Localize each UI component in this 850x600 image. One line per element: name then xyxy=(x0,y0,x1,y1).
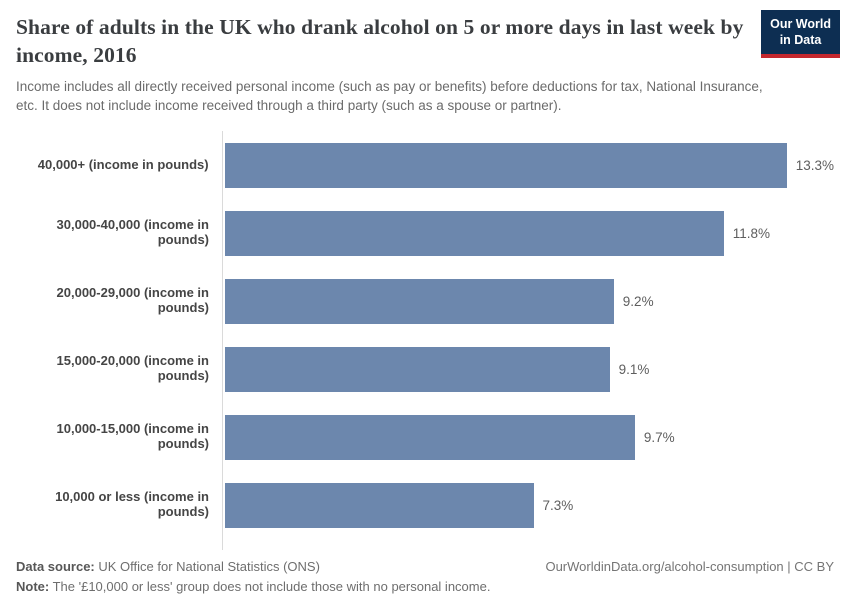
category-label: 10,000-15,000 (income in pounds) xyxy=(56,421,209,452)
category-label: 20,000-29,000 (income in pounds) xyxy=(56,285,209,316)
bar-chart: 40,000+ (income in pounds) 13.3% 30,000-40… xyxy=(16,131,834,551)
note-value: The '£10,000 or less' group does not inc… xyxy=(49,579,491,595)
data-source-label: Data source: xyxy=(16,559,95,575)
bar[interactable] xyxy=(225,482,534,528)
bar[interactable] xyxy=(224,142,787,188)
bar-row: 15,000-20,000 (income in pounds) 9.1% xyxy=(16,335,834,404)
bar-cell: 9.7% xyxy=(222,403,834,472)
data-source: Data source: UK Office for National Stat… xyxy=(16,557,320,577)
chart-footer: Data source: UK Office for National Stat… xyxy=(16,557,834,597)
category-label: 10,000 or less (income in pounds) xyxy=(55,489,209,520)
owid-logo-line1: Our World xyxy=(770,17,831,31)
bar[interactable] xyxy=(225,414,635,460)
bar-cell: 9.1% xyxy=(222,335,834,404)
bar-row: 10,000-15,000 (income in pounds) 9.7% xyxy=(16,403,834,472)
category-label: 15,000-20,000 (income in pounds) xyxy=(56,353,209,384)
bar-row: 10,000 or less (income in pounds) 7.3% xyxy=(16,471,834,540)
data-source-value: UK Office for National Statistics (ONS) xyxy=(94,559,320,575)
owid-url-link[interactable]: OurWorldinData.org/alcohol-consumption |… xyxy=(545,559,834,575)
chart-subtitle: Income includes all directly received pe… xyxy=(16,79,763,113)
chart-header: Share of adults in the UK who drank alco… xyxy=(16,10,840,115)
axis-line xyxy=(222,539,834,551)
axis-extension xyxy=(16,539,834,551)
chart-note: Note: The '£10,000 or less' group does n… xyxy=(16,577,834,597)
bar-row: 20,000-29,000 (income in pounds) 9.2% xyxy=(16,267,834,336)
value-label: 13.3% xyxy=(795,157,834,173)
value-label: 9.7% xyxy=(643,429,675,445)
value-label: 7.3% xyxy=(542,497,574,513)
chart-title: Share of adults in the UK who drank alco… xyxy=(16,15,744,67)
owid-logo[interactable]: Our World in Data xyxy=(761,10,840,59)
bar-cell: 7.3% xyxy=(222,471,834,540)
bar[interactable] xyxy=(225,278,614,324)
value-label: 11.8% xyxy=(732,225,770,241)
bar-row: 30,000-40,000 (income in pounds) 11.8% xyxy=(16,199,834,268)
bar-cell: 9.2% xyxy=(222,267,834,336)
bar[interactable] xyxy=(225,346,610,392)
bar-cell: 13.3% xyxy=(221,131,834,200)
owid-logo-line2: in Data xyxy=(779,32,822,47)
category-label: 40,000+ (income in pounds) xyxy=(37,156,209,172)
value-label: 9.1% xyxy=(618,361,650,377)
bar[interactable] xyxy=(225,210,724,256)
note-label: Note: xyxy=(16,579,50,595)
bar-row: 40,000+ (income in pounds) 13.3% xyxy=(16,131,834,200)
value-label: 9.2% xyxy=(622,293,654,309)
chart-rows: 40,000+ (income in pounds) 13.3% 30,000-40… xyxy=(16,131,834,540)
category-label: 30,000-40,000 (income in pounds) xyxy=(56,217,209,248)
bar-cell: 11.8% xyxy=(222,199,834,268)
